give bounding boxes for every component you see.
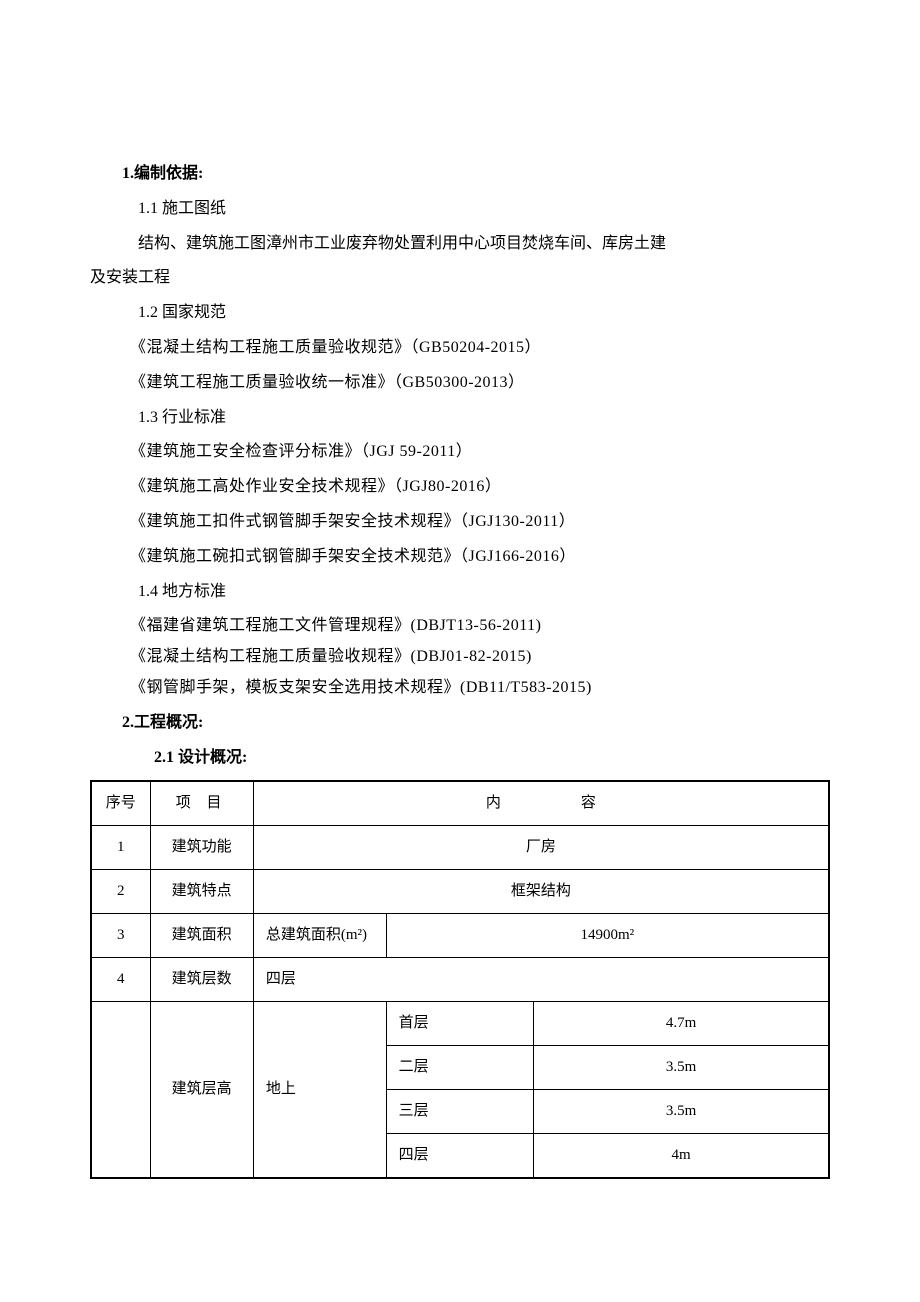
cell-floor-val: 4.7m [534, 1002, 829, 1046]
spec-line-4: 《建筑施工高处作业安全技术规程》（JGJ80-2016） [90, 473, 830, 502]
cell-item: 建筑特点 [150, 870, 253, 914]
section-1-heading: 1.编制依据: [90, 160, 830, 189]
body-line-2: 及安装工程 [90, 264, 830, 293]
spec-line-8: 《混凝土结构工程施工质量验收规程》(DBJ01-82-2015) [90, 643, 830, 672]
table-row: 4 建筑层数 四层 [91, 958, 829, 1002]
cell-value: 14900m² [386, 914, 829, 958]
header-item: 项 目 [150, 781, 253, 826]
table-row: 建筑层高 地上 首层 4.7m [91, 1002, 829, 1046]
cell-seq: 2 [91, 870, 150, 914]
subsection-2-1: 2.1 设计概况: [90, 744, 830, 773]
subsection-1-1: 1.1 施工图纸 [90, 195, 830, 224]
cell-content: 框架结构 [253, 870, 829, 914]
cell-floor-val: 3.5m [534, 1090, 829, 1134]
cell-floor-name: 三层 [386, 1090, 534, 1134]
spec-line-6: 《建筑施工碗扣式钢管脚手架安全技术规范》（JGJ166-2016） [90, 543, 830, 572]
cell-item: 建筑面积 [150, 914, 253, 958]
spec-line-1: 《混凝土结构工程施工质量验收规范》（GB50204-2015） [90, 334, 830, 363]
header-seq: 序号 [91, 781, 150, 826]
section-2-heading: 2.工程概况: [90, 709, 830, 738]
cell-seq-empty [91, 1002, 150, 1179]
subsection-1-2: 1.2 国家规范 [90, 299, 830, 328]
header-content: 内容 [253, 781, 829, 826]
cell-item: 建筑层数 [150, 958, 253, 1002]
cell-floor-name: 四层 [386, 1134, 534, 1179]
cell-content: 厂房 [253, 826, 829, 870]
body-line-1: 结构、建筑施工图漳州市工业废弃物处置利用中心项目焚烧车间、库房土建 [90, 230, 830, 259]
cell-floor-name: 二层 [386, 1046, 534, 1090]
spec-line-5: 《建筑施工扣件式钢管脚手架安全技术规程》（JGJ130-2011） [90, 508, 830, 537]
spec-line-7: 《福建省建筑工程施工文件管理规程》(DBJT13-56-2011) [90, 612, 830, 641]
cell-floor-val: 4m [534, 1134, 829, 1179]
cell-floor-name: 首层 [386, 1002, 534, 1046]
cell-seq: 1 [91, 826, 150, 870]
table-row: 3 建筑面积 总建筑面积(m²) 14900m² [91, 914, 829, 958]
cell-floor-val: 3.5m [534, 1046, 829, 1090]
cell-seq: 3 [91, 914, 150, 958]
subsection-1-3: 1.3 行业标准 [90, 404, 830, 433]
cell-seq: 4 [91, 958, 150, 1002]
table-header-row: 序号 项 目 内容 [91, 781, 829, 826]
cell-label: 地上 [253, 1002, 386, 1179]
design-overview-table: 序号 项 目 内容 1 建筑功能 厂房 2 建筑特点 框架结构 3 建筑面积 总… [90, 780, 830, 1179]
cell-item: 建筑层高 [150, 1002, 253, 1179]
document-body: 1.编制依据: 1.1 施工图纸 结构、建筑施工图漳州市工业废弃物处置利用中心项… [90, 160, 830, 1179]
spec-line-3: 《建筑施工安全检查评分标准》（JGJ 59-2011） [90, 438, 830, 467]
spec-line-9: 《钢管脚手架，模板支架安全选用技术规程》(DB11/T583-2015) [90, 674, 830, 703]
table-row: 1 建筑功能 厂房 [91, 826, 829, 870]
spec-line-2: 《建筑工程施工质量验收统一标准》（GB50300-2013） [90, 369, 830, 398]
cell-item: 建筑功能 [150, 826, 253, 870]
cell-label: 总建筑面积(m²) [253, 914, 386, 958]
subsection-1-4: 1.4 地方标准 [90, 578, 830, 607]
cell-label: 四层 [253, 958, 829, 1002]
table-row: 2 建筑特点 框架结构 [91, 870, 829, 914]
